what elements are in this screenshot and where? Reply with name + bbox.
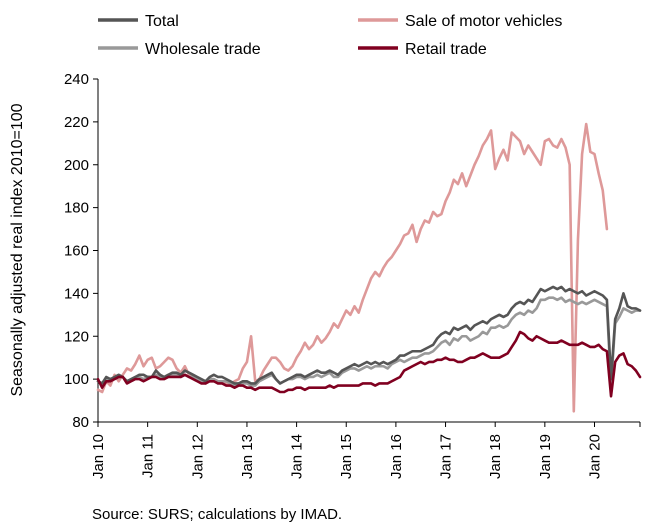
x-tick-label: Jan 20 <box>586 434 603 479</box>
series-lines <box>96 122 642 413</box>
x-tick-label: Jan 18 <box>487 434 504 479</box>
series-line-retail-trade <box>96 330 642 398</box>
y-tick-label: 120 <box>64 328 89 345</box>
legend-label-total: Total <box>145 13 179 30</box>
y-tick-label: 100 <box>64 371 89 388</box>
y-tick-label: 180 <box>64 200 89 217</box>
y-tick-label: 160 <box>64 243 89 260</box>
y-tick-label: 140 <box>64 285 89 302</box>
y-axis: 80 100 120 140 160 180 200 220 240 <box>64 71 99 431</box>
y-axis-title: Seasonally adjusted real index 2010=100 <box>9 103 26 396</box>
y-tick-label: 200 <box>64 157 89 174</box>
x-tick-label: Jan 19 <box>537 434 554 479</box>
x-tick-label: Jan 14 <box>289 434 306 479</box>
source-note: Source: SURS; calculations by IMAD. <box>92 506 343 523</box>
legend: Total Sale of motor vehicles Wholesale tra… <box>98 13 562 58</box>
y-tick-label: 80 <box>72 414 89 431</box>
y-tick-label: 220 <box>64 114 89 131</box>
x-tick-label: Jan 16 <box>388 434 405 479</box>
series-line-total <box>96 285 642 385</box>
x-tick-label: Jan 13 <box>239 434 256 479</box>
legend-label-wholesale-trade: Wholesale trade <box>145 41 261 58</box>
series-line-sale-of-motor-vehicles <box>96 122 609 413</box>
legend-label-sale-of-motor-vehicles: Sale of motor vehicles <box>405 13 562 30</box>
y-tick-label: 240 <box>64 71 89 88</box>
x-tick-label: Jan 12 <box>189 434 206 479</box>
x-tick-label: Jan 17 <box>438 434 455 479</box>
x-tick-label: Jan 10 <box>90 434 107 479</box>
x-tick-label: Jan 11 <box>140 434 157 478</box>
legend-label-retail-trade: Retail trade <box>405 41 487 58</box>
x-tick-label: Jan 15 <box>338 434 355 479</box>
x-axis: Jan 10 Jan 11 Jan 12 Jan 13 Jan 14 Jan 15 Jan … <box>90 421 641 479</box>
